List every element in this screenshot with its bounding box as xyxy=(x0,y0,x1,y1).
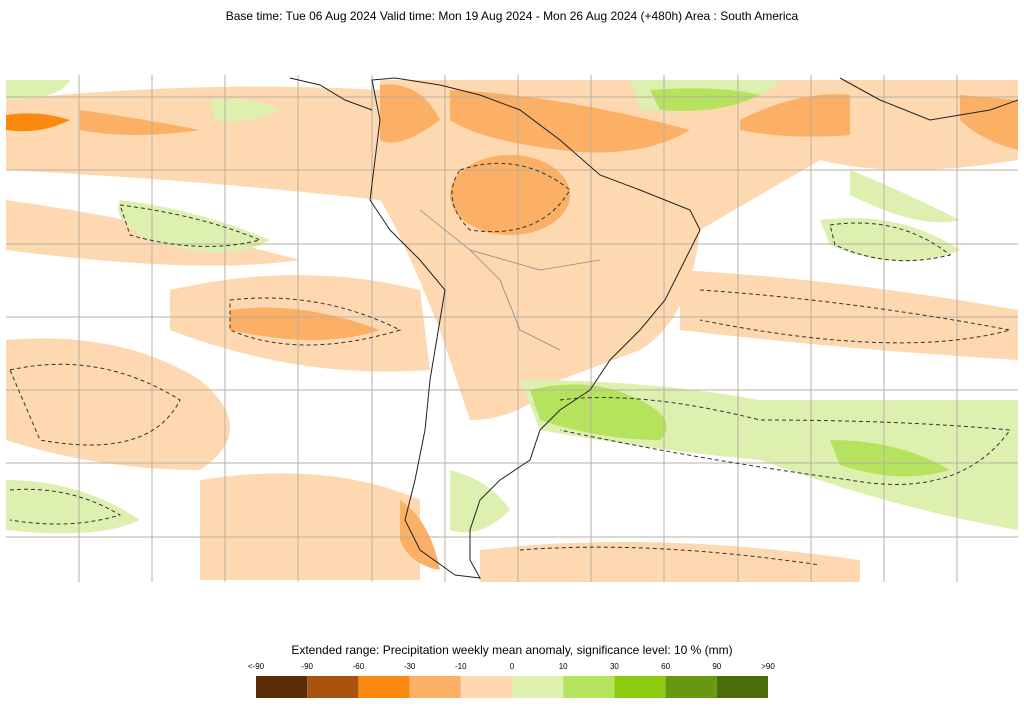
legend-title: Extended range: Precipitation weekly mea… xyxy=(291,643,732,657)
map xyxy=(6,75,1019,582)
legend-swatch xyxy=(614,676,666,698)
borders xyxy=(419,209,601,351)
legend-swatch xyxy=(358,676,410,698)
legend-swatch xyxy=(460,676,512,698)
anomaly-dry xyxy=(80,84,1018,570)
anomaly-strong-dry xyxy=(6,113,70,132)
legend-swatch xyxy=(307,676,359,698)
legend-label: <-90 xyxy=(248,662,265,671)
legend-swatch xyxy=(716,676,768,698)
coastline xyxy=(839,77,1019,121)
legend-label: 90 xyxy=(712,662,721,671)
legend-label: -10 xyxy=(455,662,467,671)
legend-label: -90 xyxy=(301,662,313,671)
legend-label: 10 xyxy=(559,662,568,671)
legend-swatch xyxy=(512,676,564,698)
graticule xyxy=(6,75,1018,582)
legend-label: 60 xyxy=(661,662,670,671)
legend-label: -60 xyxy=(353,662,365,671)
legend-swatch xyxy=(563,676,615,698)
legend-swatch xyxy=(665,676,717,698)
legend-label: -30 xyxy=(404,662,416,671)
anomaly-wet xyxy=(530,88,950,477)
coastline xyxy=(369,77,701,579)
legend-label: 30 xyxy=(610,662,619,671)
coastline xyxy=(289,77,373,111)
significance-contours xyxy=(9,162,1011,566)
map-title: Base time: Tue 06 Aug 2024 Valid time: M… xyxy=(226,9,799,23)
legend-swatch xyxy=(409,676,461,698)
legend-label: 0 xyxy=(510,662,515,671)
legend: <-90 -90 -60 -30 -10 0 10 30 60 90 >90 xyxy=(248,662,775,698)
legend-label: >90 xyxy=(761,662,775,671)
legend-swatch xyxy=(256,676,308,698)
